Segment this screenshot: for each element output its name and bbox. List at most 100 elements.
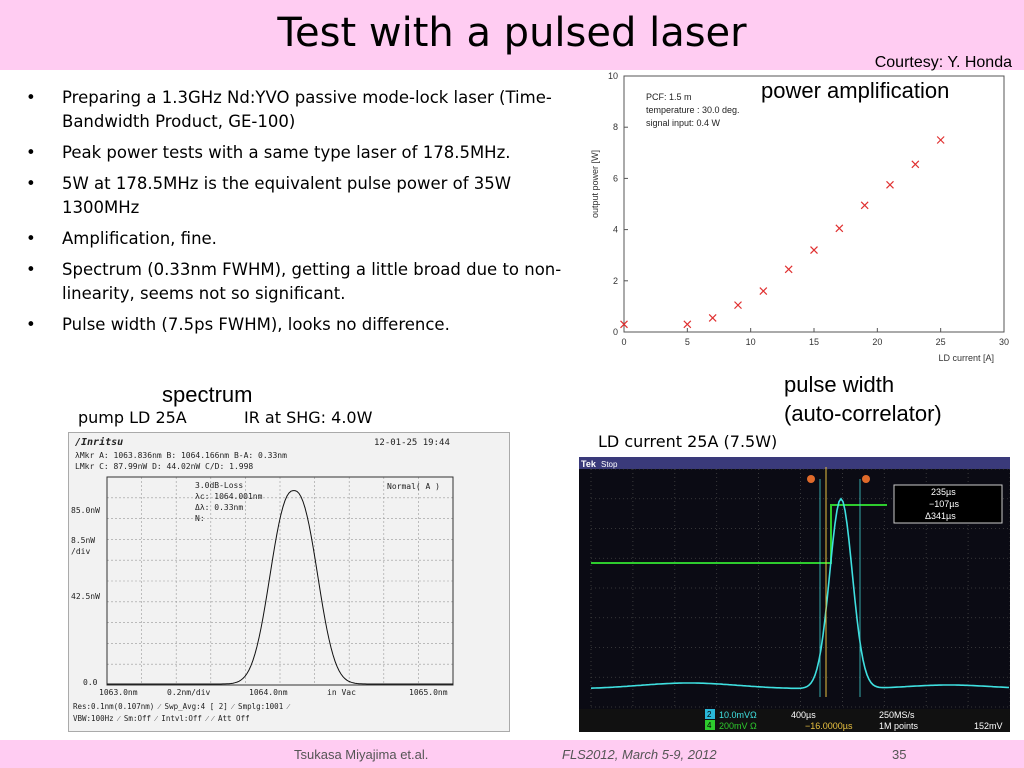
marker-info-line: λMkr A: 1063.836nm B: 1064.166nm B-A: 0.…: [75, 451, 287, 460]
trigger-level: 152mV: [974, 721, 1003, 731]
footer-conference: FLS2012, March 5-9, 2012: [562, 747, 717, 762]
spectrum-label: spectrum: [162, 382, 253, 407]
scope-header: LD current 25A (7.5W): [598, 432, 778, 451]
sample-rate: 250MS/s: [879, 710, 915, 720]
bullet-item: Amplification, fine.: [22, 227, 567, 251]
cursor-a-value: 235µs: [931, 487, 956, 497]
data-point: [936, 136, 945, 144]
data-point-stroke: [886, 180, 894, 189]
x-tick-label: 15: [809, 337, 819, 347]
x-tick-label: 20: [872, 337, 882, 347]
y-tick-label: 2: [613, 276, 618, 286]
y-tick-label: 6: [613, 173, 618, 183]
data-point-stroke: [936, 136, 945, 144]
data-point: [784, 265, 793, 274]
scope-brand: Tek: [581, 459, 597, 469]
scope-display: Tek Stop 235µs −107µs Δ341µs 2 4 10.0mVΩ…: [579, 457, 1011, 732]
x-tick-label: 0: [621, 337, 626, 347]
cursor-b-icon: [807, 475, 815, 483]
power-amplification-label: power amplification: [761, 78, 950, 103]
loss-box-line: 3.0dB-Loss: [195, 481, 243, 490]
courtesy-text: Courtesy: Y. Honda: [874, 54, 1012, 71]
data-point-stroke: [683, 320, 692, 329]
bullet-item: 5W at 178.5MHz is the equivalent pulse p…: [22, 172, 567, 220]
data-point-stroke: [734, 301, 742, 310]
y-axis-label: 8.5nW: [71, 536, 95, 545]
data-point: [734, 301, 742, 310]
cursor-delta-value: Δ341µs: [925, 511, 956, 521]
data-point: [810, 246, 818, 255]
slide-title: Test with a pulsed laser: [277, 10, 747, 56]
x-axis-label: LD current [A]: [938, 353, 994, 363]
chart-annotation: PCF: 1.5 m: [646, 92, 692, 102]
chart-annotation: temperature : 30.0 deg.: [646, 105, 740, 115]
data-point: [683, 320, 692, 329]
power-amplification-chart: 0 5 10 15 20 25 30 0 2 4 6 8 10 LD current [A] output …: [590, 71, 1009, 363]
data-point-stroke: [810, 246, 818, 255]
x-tick-label: 5: [685, 337, 690, 347]
bullet-item: Spectrum (0.33nm FWHM), getting a little…: [22, 258, 567, 306]
analyzer-mode: Normal( A ): [387, 482, 440, 491]
data-point: [860, 201, 869, 210]
data-point-stroke: [784, 265, 793, 274]
data-point: [620, 320, 628, 329]
status-line: Res:0.1nm(0.107nm) ⁄ Swp_Avg:4 [ 2] ⁄ Sm…: [73, 702, 291, 711]
data-point: [759, 287, 768, 295]
data-point-stroke: [911, 160, 920, 169]
data-point: [911, 160, 920, 169]
y-axis-label: 85.0nW: [71, 506, 100, 515]
spectrum-header-right: IR at SHG: 4.0W: [244, 408, 373, 427]
record-length: 1M points: [879, 721, 919, 731]
x-axis-label: 1065.0nm: [409, 688, 448, 697]
spectrum-analyzer-screen: /Inritsu 12-01-25 19:44 λMkr A: 1063.836…: [68, 432, 510, 732]
bullet-list: Preparing a 1.3GHz Nd:YVO passive mode-l…: [22, 86, 567, 344]
y-tick-label: 8: [613, 122, 618, 132]
trigger-position: −16.0000µs: [805, 721, 853, 731]
y-axis-label: /div: [71, 547, 90, 556]
bullet-item: Preparing a 1.3GHz Nd:YVO passive mode-l…: [22, 86, 567, 134]
data-point-stroke: [759, 287, 768, 295]
marker-info-line: LMkr C: 87.99nW D: 44.02nW C/D: 1.998: [75, 462, 253, 471]
cursor-b-value: −107µs: [929, 499, 959, 509]
scope-top-bar: [579, 457, 1010, 469]
timebase: 400µs: [791, 710, 816, 720]
y-tick-label: 0: [613, 327, 618, 337]
ch2-scale: 10.0mVΩ: [719, 710, 757, 720]
bullet-item: Pulse width (7.5ps FWHM), looks no diffe…: [22, 313, 567, 337]
x-tick-label: 30: [999, 337, 1009, 347]
x-axis-label: 1063.0nm: [99, 688, 138, 697]
x-tick-label: 25: [936, 337, 946, 347]
status-line: VBW:100Hz ⁄ Sm:Off ⁄ Intvl:Off ⁄ ⁄ Att O…: [73, 714, 250, 723]
data-point: [835, 224, 844, 233]
data-point-stroke: [620, 320, 628, 329]
slide-footer: Tsukasa Miyajima et.al. FLS2012, March 5…: [0, 740, 1024, 768]
x-tick-label: 10: [746, 337, 756, 347]
spectrum-grid: [107, 477, 453, 685]
y-axis-label: 42.5nW: [71, 592, 100, 601]
spectrum-frame: [106, 476, 454, 686]
footer-author: Tsukasa Miyajima et.al.: [294, 747, 429, 762]
loss-box-line: Δλ: 0.33nm: [195, 503, 243, 512]
cursor-a-icon: [862, 475, 870, 483]
spectrum-plot: /Inritsu 12-01-25 19:44 λMkr A: 1063.836…: [71, 436, 454, 723]
y-tick-label: 10: [608, 71, 618, 81]
data-point-stroke: [860, 201, 869, 210]
ch2-badge: [705, 709, 715, 719]
bullet-item: Peak power tests with a same type laser …: [22, 141, 567, 165]
analyzer-brand: /Inritsu: [75, 436, 123, 448]
pulse-width-label: pulse width: [784, 372, 895, 397]
data-point-stroke: [835, 224, 844, 233]
spectrum-trace: [107, 490, 453, 685]
data-point: [708, 313, 717, 322]
y-axis-label: 0.0: [83, 678, 98, 687]
y-axis-label: output power [W]: [590, 150, 600, 218]
plot-area: [623, 75, 1005, 333]
x-axis-label: in Vac: [327, 688, 356, 697]
chart-annotation: signal input: 0.4 W: [646, 118, 721, 128]
loss-box-line: λc: 1064.001nm: [195, 492, 263, 501]
ch4-badge: [705, 720, 715, 730]
x-axis-label: 1064.0nm: [249, 688, 288, 697]
y-tick-label: 4: [613, 225, 618, 235]
auto-correlator-label: (auto-correlator): [784, 401, 942, 426]
ch4-scale: 200mV Ω: [719, 721, 757, 731]
